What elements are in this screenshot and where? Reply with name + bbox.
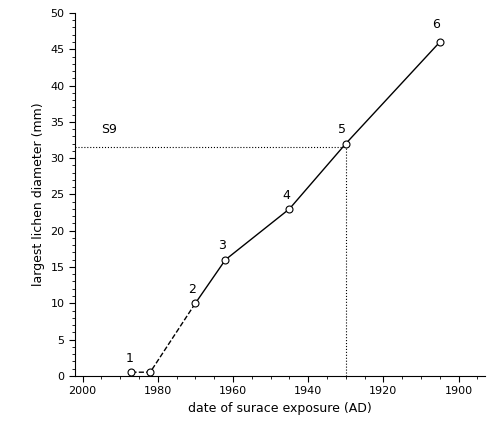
Y-axis label: largest lichen diameter (mm): largest lichen diameter (mm) [32,102,45,286]
Text: 5: 5 [338,124,346,137]
Text: 6: 6 [432,18,440,31]
Text: 3: 3 [218,239,226,252]
Text: S9: S9 [102,124,117,137]
Text: 2: 2 [188,283,196,296]
X-axis label: date of surace exposure (AD): date of surace exposure (AD) [188,402,372,415]
Text: 4: 4 [282,189,290,202]
Text: 1: 1 [126,352,134,365]
